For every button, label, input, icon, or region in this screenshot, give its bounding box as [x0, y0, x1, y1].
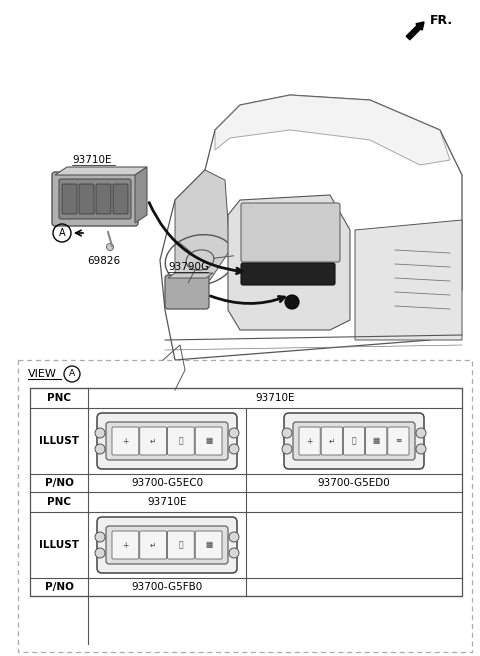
FancyBboxPatch shape [241, 263, 335, 285]
Circle shape [95, 532, 105, 542]
FancyBboxPatch shape [343, 427, 365, 455]
FancyBboxPatch shape [195, 427, 222, 455]
Polygon shape [175, 170, 230, 280]
FancyBboxPatch shape [79, 184, 94, 214]
Circle shape [416, 444, 426, 454]
Text: PNC: PNC [47, 393, 71, 403]
Circle shape [95, 548, 105, 558]
Text: ILLUST: ILLUST [39, 540, 79, 550]
Text: ▦: ▦ [205, 436, 212, 445]
Text: ⌒: ⌒ [352, 436, 356, 445]
FancyBboxPatch shape [388, 427, 409, 455]
FancyBboxPatch shape [112, 531, 139, 559]
Text: 69826: 69826 [87, 256, 120, 266]
Text: ↵: ↵ [150, 436, 156, 445]
Text: ▦: ▦ [372, 436, 380, 445]
Text: A: A [59, 228, 65, 238]
Polygon shape [168, 273, 213, 278]
Polygon shape [55, 167, 147, 175]
Circle shape [229, 532, 239, 542]
Text: P/NO: P/NO [45, 478, 73, 488]
Polygon shape [215, 95, 450, 165]
Text: +: + [122, 541, 129, 550]
Polygon shape [228, 195, 350, 330]
Bar [30, 388, 462, 596]
Text: 93710E: 93710E [147, 497, 187, 507]
Text: ILLUST: ILLUST [39, 436, 79, 446]
Text: +: + [122, 436, 129, 445]
Text: ↵: ↵ [329, 436, 335, 445]
Text: 93790G: 93790G [168, 262, 209, 272]
FancyBboxPatch shape [321, 427, 342, 455]
FancyBboxPatch shape [113, 184, 128, 214]
Text: P/NO: P/NO [45, 582, 73, 592]
FancyBboxPatch shape [168, 531, 194, 559]
FancyBboxPatch shape [59, 179, 131, 219]
Polygon shape [135, 167, 147, 223]
FancyBboxPatch shape [106, 526, 228, 564]
FancyBboxPatch shape [284, 413, 424, 469]
Text: VIEW: VIEW [28, 369, 57, 379]
FancyArrow shape [406, 22, 424, 40]
Circle shape [95, 428, 105, 438]
Text: ⌒: ⌒ [179, 541, 183, 550]
Text: 93700-G5EC0: 93700-G5EC0 [131, 478, 203, 488]
FancyBboxPatch shape [97, 413, 237, 469]
Text: A: A [69, 369, 75, 379]
Text: ⌒: ⌒ [179, 436, 183, 445]
Circle shape [282, 428, 292, 438]
FancyBboxPatch shape [195, 531, 222, 559]
Circle shape [229, 548, 239, 558]
Text: 93700-G5FB0: 93700-G5FB0 [132, 582, 203, 592]
Circle shape [285, 295, 299, 309]
FancyBboxPatch shape [140, 531, 167, 559]
Text: 93700-G5ED0: 93700-G5ED0 [318, 478, 390, 488]
Text: 93710E: 93710E [255, 393, 295, 403]
Circle shape [416, 428, 426, 438]
FancyBboxPatch shape [168, 427, 194, 455]
FancyBboxPatch shape [140, 427, 167, 455]
Text: 93710E: 93710E [72, 155, 111, 165]
FancyBboxPatch shape [96, 184, 111, 214]
Text: PNC: PNC [47, 497, 71, 507]
FancyBboxPatch shape [62, 184, 77, 214]
FancyBboxPatch shape [241, 203, 340, 262]
Circle shape [282, 444, 292, 454]
Polygon shape [355, 220, 462, 340]
FancyBboxPatch shape [165, 275, 209, 309]
Text: ↵: ↵ [150, 541, 156, 550]
Circle shape [229, 428, 239, 438]
FancyBboxPatch shape [106, 422, 228, 460]
Text: FR.: FR. [430, 14, 453, 27]
FancyBboxPatch shape [52, 172, 138, 226]
Text: +: + [306, 436, 313, 445]
Circle shape [95, 444, 105, 454]
FancyBboxPatch shape [293, 422, 415, 460]
Text: ▦: ▦ [205, 541, 212, 550]
FancyBboxPatch shape [366, 427, 387, 455]
Circle shape [229, 444, 239, 454]
Circle shape [107, 243, 113, 251]
FancyBboxPatch shape [112, 427, 139, 455]
FancyBboxPatch shape [97, 517, 237, 573]
FancyBboxPatch shape [299, 427, 320, 455]
Text: ≡: ≡ [395, 436, 402, 445]
